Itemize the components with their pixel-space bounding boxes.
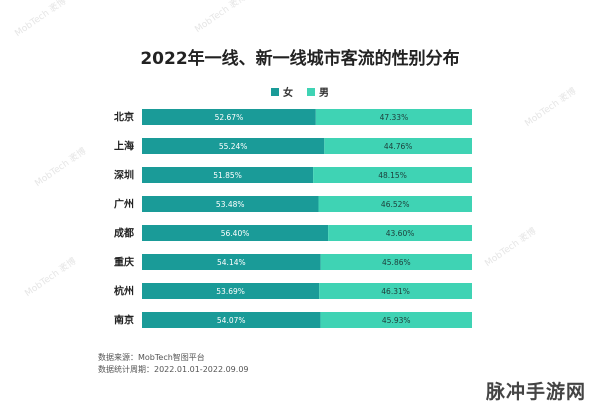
source-line-2: 数据统计周期：2022.01.01-2022.09.09 (98, 365, 249, 374)
category-label: 重庆 (114, 256, 134, 269)
data-label-male: 44.76% (384, 142, 413, 151)
data-label-male: 47.33% (380, 113, 409, 122)
bar-male (319, 283, 472, 299)
bar-female (142, 167, 314, 183)
bar-male (324, 138, 472, 154)
bar-female (142, 283, 320, 299)
bar-male (320, 312, 472, 328)
data-label-male: 48.15% (378, 171, 407, 180)
bar-male (320, 254, 472, 270)
data-label-male: 46.52% (381, 200, 410, 209)
data-label-female: 55.24% (219, 142, 248, 151)
bar-female (142, 138, 325, 154)
category-label: 成都 (114, 227, 134, 240)
legend-label-female: 女 (283, 88, 293, 99)
data-label-female: 54.14% (217, 258, 246, 267)
bar-male (313, 167, 472, 183)
legend-label-male: 男 (319, 88, 329, 99)
legend-item-male: 男 (307, 84, 329, 99)
data-label-male: 45.86% (382, 258, 411, 267)
source-note: 数据来源：MobTech智图平台 数据统计周期：2022.01.01-2022.… (98, 352, 249, 376)
category-label: 北京 (114, 111, 134, 124)
bar-female (142, 196, 319, 212)
category-label: 上海 (114, 140, 134, 153)
brand-watermark: 脉冲手游网 (485, 381, 586, 403)
legend: 女 男 (0, 84, 600, 99)
bar-male (328, 225, 472, 241)
data-label-male: 43.60% (386, 229, 415, 238)
bar-female (142, 225, 329, 241)
chart-title: 2022年一线、新一线城市客流的性别分布 (140, 49, 460, 69)
bar-male (318, 196, 472, 212)
data-label-female: 54.07% (217, 316, 246, 325)
legend-swatch-male (307, 87, 315, 96)
data-label-male: 45.93% (382, 316, 411, 325)
category-label: 深圳 (114, 169, 134, 182)
data-label-female: 53.69% (216, 287, 245, 296)
bar-female (142, 254, 321, 270)
bar-female (142, 312, 321, 328)
legend-item-female: 女 (271, 84, 293, 99)
category-label: 杭州 (114, 285, 134, 298)
source-line-1: 数据来源：MobTech智图平台 (98, 353, 205, 362)
category-label: 广州 (114, 198, 134, 211)
data-label-female: 51.85% (213, 171, 242, 180)
legend-swatch-female (271, 87, 279, 96)
data-label-female: 56.40% (221, 229, 250, 238)
bar-female (142, 109, 316, 125)
data-label-female: 53.48% (216, 200, 245, 209)
data-label-male: 46.31% (381, 287, 410, 296)
data-label-female: 52.67% (215, 113, 244, 122)
bar-male (315, 109, 472, 125)
category-label: 南京 (114, 314, 134, 327)
